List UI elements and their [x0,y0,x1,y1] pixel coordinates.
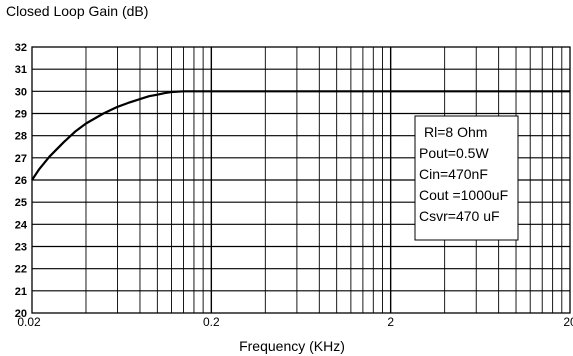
x-tick-labels: 0.02 0.2 2 20 [17,315,573,329]
y-tick-labels: 20 21 22 23 24 25 26 27 28 29 30 31 32 [15,42,28,320]
legend-frame [414,115,519,241]
y-tick-label: 21 [15,286,27,298]
gain-curve [31,90,570,181]
y-axis-title: Closed Loop Gain (dB) [6,3,148,19]
x-tick-label: 20 [563,315,573,329]
y-tick-label: 29 [15,109,27,121]
x-tick-label: 0.02 [17,315,41,329]
y-tick-label: 27 [15,153,27,165]
legend-line: Rl=8 Ohm [424,124,487,140]
y-tick-label: 32 [15,42,27,54]
x-tick-label: 2 [387,315,394,329]
series-layer [31,90,570,181]
legend-line: Cin=470nF [419,166,488,182]
legend-box: Rl=8 Ohm Pout=0.5W Cin=470nF Cout =1000uF Cs… [414,115,519,241]
y-tick-label: 25 [15,197,27,209]
y-tick-label: 24 [15,219,28,231]
y-tick-label: 31 [15,64,27,76]
y-tick-label: 30 [15,86,27,98]
plot-frame [31,46,571,314]
legend-line: Cout =1000uF [419,187,508,203]
x-axis-title: Frequency (KHz) [239,338,345,354]
grid [32,47,570,313]
legend-line: Pout=0.5W [419,145,489,161]
legend-line: Csvr=470 uF [419,208,500,224]
y-tick-label: 22 [15,264,27,276]
y-tick-label: 23 [15,242,27,254]
y-tick-label: 26 [15,175,27,187]
y-tick-label: 28 [15,131,27,143]
x-tick-label: 0.2 [203,315,220,329]
y-tick-label: 20 [15,308,27,320]
